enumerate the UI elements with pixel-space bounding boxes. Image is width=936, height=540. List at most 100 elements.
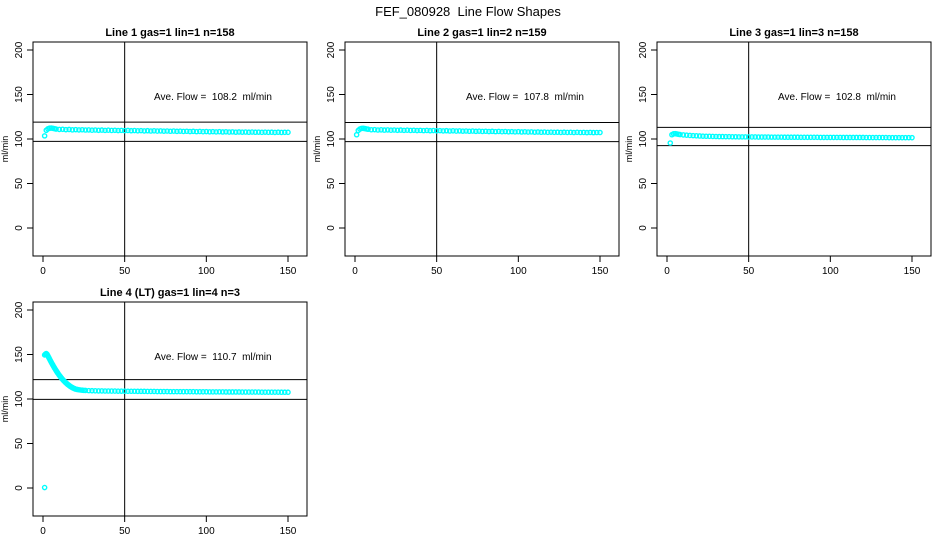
plot-box: [32, 301, 308, 517]
data-point: [213, 389, 219, 395]
data-point: [164, 128, 170, 134]
data-point: [450, 128, 456, 134]
x-axis-tick-label: 100: [198, 526, 215, 537]
data-point: [112, 388, 118, 394]
data-point: [134, 128, 141, 134]
data-point: [249, 389, 255, 395]
x-axis-tick-label: 150: [280, 526, 297, 537]
data-point: [66, 126, 72, 133]
data-point: [210, 128, 216, 135]
data-point: [138, 388, 144, 395]
x-axis-tick-label: 50: [431, 266, 443, 277]
data-point: [905, 134, 912, 141]
data-point: [255, 129, 262, 135]
data-point: [571, 129, 577, 136]
data-point: [886, 134, 892, 141]
data-point: [420, 127, 427, 134]
data-point: [394, 127, 401, 134]
y-axis-tick-label: 200: [14, 41, 25, 58]
y-axis-tick-label: 100: [326, 130, 337, 147]
data-point: [758, 134, 765, 140]
data-point: [259, 389, 265, 395]
y-axis-label: ml/min: [312, 136, 322, 163]
data-point: [824, 134, 830, 141]
data-point: [853, 134, 860, 141]
data-point: [593, 129, 600, 136]
data-point: [41, 484, 48, 491]
data-point: [525, 129, 531, 135]
data-point: [272, 129, 278, 136]
data-point: [892, 134, 899, 141]
data-point: [219, 389, 226, 395]
data-point: [278, 129, 285, 136]
data-point: [535, 129, 541, 135]
data-point: [265, 389, 272, 395]
data-point: [709, 133, 716, 140]
data-point: [219, 129, 226, 135]
data-point: [505, 128, 512, 135]
data-point: [203, 388, 210, 395]
data-point: [486, 128, 492, 135]
data-point: [732, 133, 739, 140]
y-axis-tick-label: 0: [326, 225, 337, 231]
data-point: [259, 129, 265, 136]
data-point: [41, 133, 48, 139]
data-point: [193, 128, 200, 135]
data-point: [840, 134, 847, 141]
data-point: [131, 127, 138, 134]
data-point: [157, 388, 164, 395]
y-axis-tick-label: 150: [14, 346, 25, 363]
data-point: [557, 129, 564, 136]
data-point: [180, 388, 187, 395]
data-point: [401, 127, 407, 134]
data-point: [856, 134, 863, 141]
data-point: [850, 134, 856, 141]
data-point: [281, 389, 288, 396]
data-point: [427, 127, 433, 134]
x-axis-tick-label: 100: [822, 266, 839, 277]
data-point: [397, 127, 404, 133]
data-point: [268, 129, 275, 136]
data-point: [365, 126, 371, 133]
x-axis-tick-label: 150: [904, 266, 921, 277]
data-point: [203, 128, 210, 135]
data-point: [873, 134, 879, 141]
data-point: [723, 133, 729, 140]
line-3-chart: Line 3 gas=1 lin=3 n=158 Ave. Flow = 102…: [624, 27, 932, 277]
data-point: [167, 388, 174, 395]
data-point: [249, 129, 255, 135]
data-point: [554, 129, 561, 136]
data-point: [147, 128, 154, 134]
data-point: [236, 389, 242, 395]
data-point: [713, 133, 719, 140]
data-point: [164, 388, 170, 395]
data-point: [768, 134, 775, 140]
data-point: [89, 387, 95, 394]
data-point: [544, 129, 551, 136]
data-point: [508, 128, 515, 135]
data-point: [574, 129, 580, 136]
data-point: [108, 127, 115, 134]
data-point: [512, 129, 518, 135]
data-point: [411, 127, 417, 134]
subplot-title: Line 4 (LT) gas=1 lin=4 n=3: [100, 287, 240, 299]
data-point: [847, 134, 853, 141]
page-title: FEF_080928 Line Flow Shapes: [375, 4, 561, 19]
data-point: [798, 134, 804, 141]
data-point: [482, 128, 489, 135]
data-point: [239, 129, 246, 135]
data-point: [742, 134, 749, 140]
data-point: [687, 132, 693, 139]
data-point: [115, 388, 121, 394]
data-point: [696, 133, 703, 139]
data-point: [216, 389, 223, 395]
data-point: [453, 128, 460, 134]
data-point: [791, 134, 798, 141]
data-point: [703, 133, 709, 140]
data-point: [794, 134, 801, 141]
y-axis-label: ml/min: [0, 396, 10, 423]
y-axis-tick-label: 150: [326, 86, 337, 103]
data-point: [232, 129, 239, 135]
plot-box: [656, 41, 932, 257]
data-point: [226, 389, 232, 395]
